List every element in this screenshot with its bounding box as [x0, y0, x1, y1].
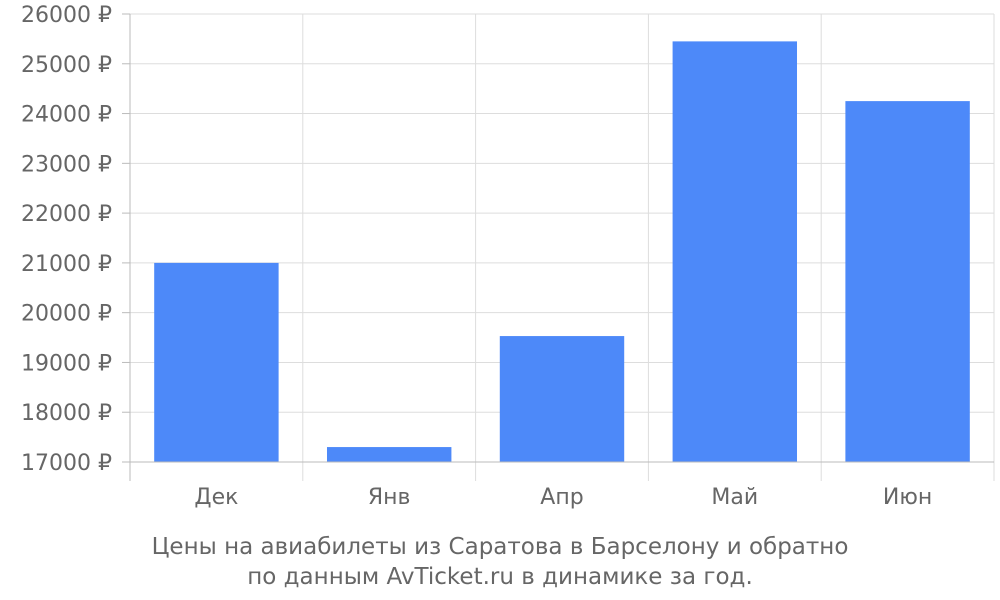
y-tick-label: 17000 ₽ — [21, 451, 112, 476]
y-tick-label: 20000 ₽ — [21, 302, 112, 327]
x-axis-tick-labels: Дек Янв Апр Май Июн — [194, 485, 932, 510]
chart-bars — [154, 41, 970, 462]
x-tick-label: Апр — [540, 485, 583, 510]
price-bar-chart: 17000 ₽ 18000 ₽ 19000 ₽ 20000 ₽ 21000 ₽ 22000… — [21, 3, 995, 510]
bar-5 — [845, 101, 970, 462]
x-tick-label: Янв — [368, 485, 411, 510]
y-tick-label: 26000 ₽ — [21, 3, 112, 28]
y-axis-tick-labels: 17000 ₽ 18000 ₽ 19000 ₽ 20000 ₽ 21000 ₽ 22000… — [21, 3, 112, 476]
y-tick-label: 23000 ₽ — [21, 152, 112, 177]
x-tick-label: Дек — [194, 485, 238, 510]
bar-4 — [672, 41, 798, 462]
y-tick-label: 18000 ₽ — [21, 401, 112, 426]
y-tick-label: 22000 ₽ — [21, 202, 112, 227]
x-tick-label: Май — [711, 485, 758, 510]
caption-line-2: по данным AvTicket.ru в динамике за год. — [247, 564, 753, 590]
bar-2 — [326, 447, 452, 462]
bar-3 — [499, 336, 625, 462]
bar-1 — [154, 262, 279, 462]
chart-axes — [122, 13, 995, 481]
y-tick-label: 21000 ₽ — [21, 252, 112, 277]
y-tick-label: 19000 ₽ — [21, 351, 112, 376]
chart-caption: Цены на авиабилеты из Саратова в Барсело… — [0, 532, 1000, 592]
x-tick-label: Июн — [883, 485, 932, 510]
y-tick-label: 25000 ₽ — [21, 53, 112, 78]
caption-line-1: Цены на авиабилеты из Саратова в Барсело… — [151, 534, 849, 560]
y-tick-label: 24000 ₽ — [21, 103, 112, 128]
